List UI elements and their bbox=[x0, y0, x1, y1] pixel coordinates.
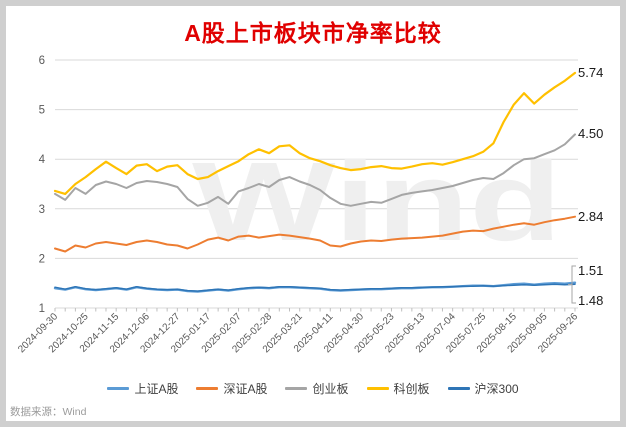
legend-swatch-sh-a bbox=[107, 387, 130, 390]
series-line-sz-a[interactable] bbox=[54, 215, 576, 253]
legend-swatch-star bbox=[366, 387, 389, 390]
chart-card: A股上市板块市净率比较 6 5 4 3 2 1 Wind 2024-09-30 2024-10-… bbox=[6, 6, 620, 421]
series-end-label: 2.84 bbox=[578, 209, 603, 224]
pbr-line-chart: 654321Wind2024-09-302024-10-252024-11-15… bbox=[16, 55, 603, 355]
y-tick-label: 2 bbox=[39, 253, 45, 265]
series-end-labels: 5.74 4.50 2.84 1.51 1.48 bbox=[578, 65, 603, 308]
legend-item-hs300[interactable]: 沪深300 bbox=[447, 380, 519, 397]
legend-swatch-sz-a bbox=[196, 387, 219, 390]
legend-item-star[interactable]: 科创板 bbox=[366, 380, 430, 397]
legend-label-sh-a: 上证A股 bbox=[134, 382, 179, 396]
legend-item-chinext[interactable]: 创业板 bbox=[285, 380, 349, 397]
y-tick-label: 3 bbox=[39, 204, 45, 216]
series-end-label: 5.74 bbox=[578, 65, 603, 80]
data-source-note: 数据来源：Wind bbox=[10, 406, 87, 418]
legend-label-hs300: 沪深300 bbox=[474, 382, 519, 396]
series-line-chinext[interactable] bbox=[54, 133, 576, 207]
y-tick-label: 1 bbox=[39, 303, 45, 315]
x-axis-labels: 2024-09-302024-10-252024-11-152024-12-06… bbox=[16, 311, 580, 355]
series-end-label: 1.48 bbox=[578, 293, 603, 308]
series-line-hs300[interactable] bbox=[54, 283, 576, 292]
legend-swatch-hs300 bbox=[447, 387, 470, 390]
y-axis-labels: 6 5 4 3 2 1 bbox=[39, 55, 46, 315]
series-line-star[interactable] bbox=[53, 71, 577, 195]
end-label-bracket bbox=[568, 265, 576, 304]
legend-label-sz-a: 深证A股 bbox=[223, 382, 268, 396]
legend-label-star: 科创板 bbox=[393, 382, 430, 396]
series-end-label: 4.50 bbox=[578, 126, 603, 141]
series-lines bbox=[53, 71, 577, 293]
legend-item-sh-a[interactable]: 上证A股 bbox=[107, 380, 178, 397]
chart-title: A股上市板块市净率比较 bbox=[184, 20, 442, 46]
legend-swatch-chinext bbox=[285, 387, 308, 390]
legend-item-sz-a[interactable]: 深证A股 bbox=[196, 380, 267, 397]
legend-label-chinext: 创业板 bbox=[312, 382, 349, 396]
x-axis-ticks bbox=[54, 308, 576, 312]
series-end-label: 1.51 bbox=[578, 263, 603, 278]
chart-legend: 上证A股 深证A股 创业板 科创板 沪深300 bbox=[6, 380, 620, 397]
y-tick-label: 6 bbox=[39, 55, 45, 67]
y-tick-label: 5 bbox=[39, 105, 45, 117]
y-tick-label: 4 bbox=[39, 154, 46, 166]
